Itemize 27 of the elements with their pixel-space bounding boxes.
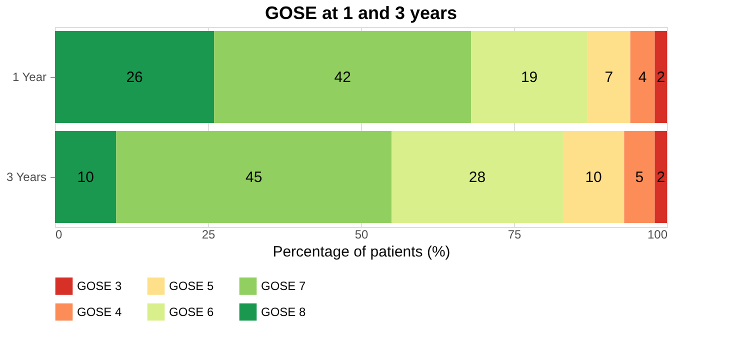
y-tick-label: 1 Year	[12, 70, 46, 84]
legend-label: GOSE 6	[169, 305, 214, 319]
data-label: 7	[604, 69, 614, 86]
data-label: 26	[126, 69, 143, 86]
data-label: 5	[635, 169, 644, 186]
x-tick-label: 50	[354, 228, 368, 242]
x-tick-label: 0	[56, 228, 62, 242]
legend-label: GOSE 5	[169, 279, 214, 294]
legend-label: GOSE 8	[261, 305, 306, 319]
legend-label: GOSE 3	[77, 279, 122, 294]
x-axis-title: Percentage of patients (%)	[272, 244, 450, 260]
data-label: 2	[656, 169, 666, 186]
x-tick-label: 100	[647, 228, 668, 242]
y-tick-label: 3 Years	[6, 170, 46, 184]
legend-label: GOSE 4	[77, 305, 122, 319]
data-label: 42	[334, 69, 351, 86]
data-label: 45	[246, 169, 262, 186]
data-label: 4	[638, 69, 647, 86]
data-label: 10	[585, 169, 602, 186]
data-label: 19	[520, 69, 538, 86]
data-label: 10	[77, 169, 94, 186]
data-label: 28	[468, 169, 486, 186]
chart-title: GOSE at 1 and 3 years	[264, 3, 458, 23]
x-tick-label: 75	[508, 228, 522, 242]
data-label: 2	[656, 69, 666, 86]
legend-label: GOSE 7	[261, 279, 306, 294]
x-tick-label: 25	[202, 228, 216, 242]
